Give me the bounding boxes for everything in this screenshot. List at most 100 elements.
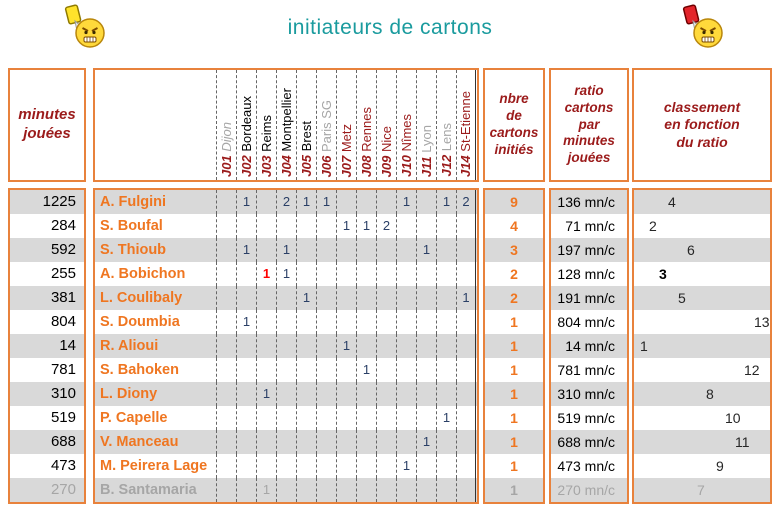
card-cell (256, 454, 276, 478)
matchday-column-header: J11 Lyon (416, 70, 436, 180)
classement-column: 4 2 6 3 5 13 1 12 8 10 11 9 7 (632, 188, 772, 504)
card-cell (356, 190, 376, 214)
card-cell (216, 406, 236, 430)
ratio-value: 71 mn/c (565, 218, 615, 234)
card-cell (276, 214, 296, 238)
cards-total: 9 (485, 190, 543, 214)
team-name: Lyon (418, 124, 434, 157)
card-cell (336, 262, 356, 286)
card-cell: 1 (236, 190, 256, 214)
card-cell: 1 (416, 430, 436, 454)
matchday-label: J12 Lens (438, 123, 456, 177)
card-cell (316, 406, 336, 430)
matchday-code: J09 (378, 155, 394, 177)
card-cell (356, 382, 376, 406)
nbre-header-box: nbre de cartons initiés (483, 68, 545, 182)
rank-value: 5 (678, 290, 686, 306)
card-cell (416, 406, 436, 430)
card-cell: 2 (376, 214, 396, 238)
rank-value: 12 (744, 362, 760, 378)
player-row: P. Capelle 1 (95, 406, 477, 430)
player-name: S. Doumbia (100, 314, 180, 330)
red-card-smiley-icon (682, 4, 723, 48)
nbre-header: nbre de cartons initiés (489, 91, 539, 157)
minutes-column: 1225 284 592 255 381 804 14 781 310 519 688 473 270 (8, 188, 86, 504)
card-cell (336, 406, 356, 430)
team-name: Bordeaux (238, 96, 254, 156)
card-cell (416, 478, 436, 502)
card-cell (356, 286, 376, 310)
card-cell (416, 286, 436, 310)
card-cell: 1 (276, 238, 296, 262)
card-cell (436, 286, 456, 310)
players-grid-column: A. Fulgini 1 2 1 1 1 1 2 S. Boufal 1 1 2 S. Thioub 1 1… (93, 188, 479, 504)
card-cell: 1 (436, 406, 456, 430)
card-cell (436, 262, 456, 286)
card-cell (236, 286, 256, 310)
player-row: B. Santamaria 1 (95, 478, 477, 502)
card-cell (376, 454, 396, 478)
card-cell (376, 358, 396, 382)
cards-total: 1 (510, 458, 518, 474)
card-cell (456, 430, 476, 454)
card-cell (216, 238, 236, 262)
card-cell (216, 214, 236, 238)
minutes-value: 310 (10, 382, 84, 406)
matchday-column-header: J08 Rennes (356, 70, 376, 180)
ratio-header-box: ratio cartons par minutes jouées (549, 68, 629, 182)
card-cell (316, 430, 336, 454)
rank-row: 4 (634, 190, 770, 214)
card-cell (216, 262, 236, 286)
player-row: A. Bobichon 1 1 (95, 262, 477, 286)
rank-value: 4 (668, 194, 676, 210)
card-cell: 1 (236, 238, 256, 262)
player-name: B. Santamaria (100, 482, 197, 498)
card-cell (396, 382, 416, 406)
card-cell: 1 (436, 190, 456, 214)
card-cell (236, 406, 256, 430)
minutes-value: 284 (50, 217, 76, 234)
team-name: Nice (378, 125, 394, 156)
page-title: initiateurs de cartons (287, 16, 493, 39)
card-cell (256, 238, 276, 262)
name-column-spacer (95, 70, 216, 180)
card-cell (336, 358, 356, 382)
rank-row: 10 (634, 406, 770, 430)
ratio-value: 197 mn/c (551, 238, 627, 262)
matchday-label: J06 Paris SG (318, 100, 336, 177)
card-cell (336, 430, 356, 454)
player-name: A. Fulgini (100, 194, 167, 210)
minutes-header: minutes jouées (18, 106, 76, 142)
card-cell (216, 430, 236, 454)
card-cell (436, 430, 456, 454)
matchday-code: J06 (318, 155, 334, 177)
card-cell (456, 214, 476, 238)
card-cell (296, 358, 316, 382)
yellow-card-smiley-icon (64, 4, 105, 48)
matchday-label: J08 Rennes (358, 107, 376, 177)
card-cell (356, 310, 376, 334)
card-cell (456, 238, 476, 262)
card-cell (416, 310, 436, 334)
card-cell (396, 262, 416, 286)
card-cell (256, 406, 276, 430)
card-cell: 1 (276, 262, 296, 286)
cards-total: 1 (510, 314, 518, 330)
card-cell (376, 478, 396, 502)
table-data-band: 1225 284 592 255 381 804 14 781 310 519 688 473 270 … (8, 188, 772, 504)
rank-row: 1 (634, 334, 770, 358)
card-cell (236, 478, 256, 502)
matchday-code: J03 (258, 155, 274, 177)
ratio-value: 688 mn/c (551, 430, 627, 454)
matchday-column-header: J09 Nice (376, 70, 396, 180)
matchday-column-header: J05 Brest (296, 70, 316, 180)
card-cell (456, 358, 476, 382)
card-cell (376, 334, 396, 358)
minutes-value: 14 (10, 334, 84, 358)
rank-row: 11 (634, 430, 770, 454)
card-cell (316, 382, 336, 406)
player-name: A. Bobichon (100, 266, 186, 282)
cards-total: 4 (510, 218, 518, 234)
rank-value: 3 (659, 266, 667, 282)
matchdays-header-box: J01 Dijon J02 Bordeaux J03 Reims J04 Montpe… (93, 68, 479, 182)
